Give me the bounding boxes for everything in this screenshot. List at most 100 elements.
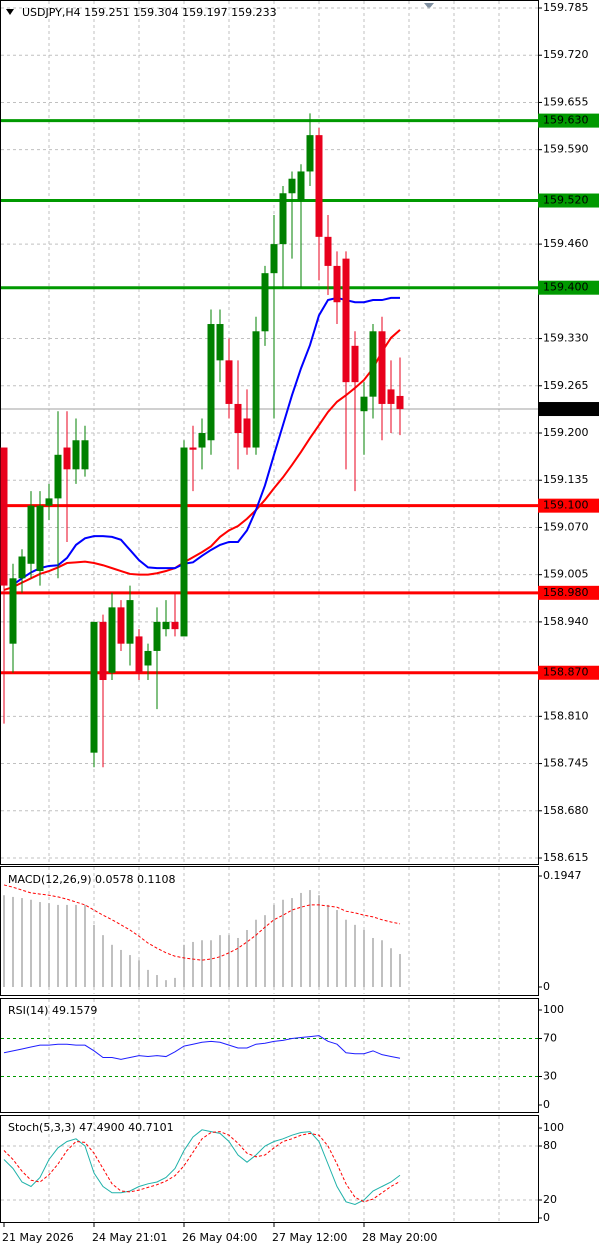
candle-body <box>72 440 80 470</box>
y-tick-label: 0.1947 <box>543 869 582 882</box>
x-tick-label: 28 May 20:00 <box>362 1231 437 1244</box>
histogram-bar <box>201 940 203 987</box>
candle-body <box>333 265 341 303</box>
y-tick-label: 159.655 <box>543 95 589 108</box>
candle-body <box>135 636 143 673</box>
candle-body <box>54 454 62 499</box>
histogram-bar <box>219 935 221 987</box>
candle-body <box>387 389 395 404</box>
histogram-bar <box>327 904 329 987</box>
candle-body <box>153 621 161 651</box>
y-tick-label: 100 <box>543 1003 564 1016</box>
candle-body <box>108 607 116 673</box>
x-tick-label: 26 May 04:00 <box>182 1231 257 1244</box>
x-tick-label: 27 May 12:00 <box>272 1231 347 1244</box>
histogram-bar <box>255 919 257 987</box>
menu-arrow <box>6 9 14 15</box>
histogram-bar <box>318 895 320 987</box>
candle-body <box>180 447 188 637</box>
histogram-bar <box>75 904 77 987</box>
candle-body <box>216 324 224 361</box>
level-box <box>538 193 599 208</box>
y-tick-label: 100 <box>543 1121 564 1134</box>
candle-body <box>396 395 404 410</box>
moving-average <box>3 329 401 591</box>
histogram-bar <box>228 935 230 987</box>
level-box <box>538 113 599 128</box>
histogram-bar <box>336 910 338 987</box>
y-tick-label: 158.615 <box>543 851 589 864</box>
histogram-bar <box>156 975 158 987</box>
candle-body <box>342 258 350 383</box>
histogram-bar <box>102 935 104 987</box>
y-tick-label: 0 <box>543 1098 550 1111</box>
histogram-bar <box>30 899 32 987</box>
histogram-bar <box>192 941 194 987</box>
candle-body <box>144 650 152 666</box>
candle-body <box>252 331 260 448</box>
candle-body <box>324 236 332 266</box>
level-box <box>538 665 599 680</box>
level-box <box>538 280 599 295</box>
y-tick-label: 159.005 <box>543 568 589 581</box>
indicator-line <box>3 1035 401 1060</box>
histogram-bar <box>363 929 365 987</box>
candle-body <box>0 447 8 586</box>
y-tick-label: 159.590 <box>543 143 589 156</box>
histogram-bar <box>174 977 176 987</box>
y-tick-label: 159.720 <box>543 48 589 61</box>
candle-body <box>27 505 35 564</box>
level-box <box>538 498 599 513</box>
candle-body <box>81 440 89 470</box>
histogram-bar <box>21 898 23 987</box>
candle-body <box>360 396 368 412</box>
histogram-bar <box>93 924 95 987</box>
histogram-bar <box>300 892 302 987</box>
candle-body <box>306 135 314 172</box>
histogram-bar <box>48 903 50 987</box>
histogram-bar <box>129 955 131 987</box>
candle-body <box>117 607 125 644</box>
indicator-title: Stoch(5,3,3) 47.4900 40.7101 <box>8 1121 174 1134</box>
y-tick-label: 0 <box>543 1211 550 1224</box>
candle-body <box>18 556 26 579</box>
histogram-bar <box>183 944 185 987</box>
candle-body <box>189 447 197 450</box>
level-label: 159.520 <box>543 194 589 207</box>
histogram-bar <box>282 899 284 987</box>
level-label: 159.630 <box>543 114 589 127</box>
y-tick-label: 158.745 <box>543 757 589 770</box>
candle-body <box>207 324 215 441</box>
histogram-bar <box>84 904 86 987</box>
candle-body <box>288 178 296 194</box>
histogram-bar <box>246 929 248 987</box>
y-tick-label: 159.070 <box>543 520 589 533</box>
histogram-bar <box>354 924 356 987</box>
histogram-bar <box>291 898 293 987</box>
y-tick-label: 159.200 <box>543 426 589 439</box>
candle-body <box>171 621 179 630</box>
histogram-bar <box>309 890 311 987</box>
candle-body <box>243 418 251 448</box>
candle-body <box>198 433 206 448</box>
histogram-bar <box>39 902 41 987</box>
signal-line <box>3 884 401 961</box>
histogram-bar <box>345 919 347 987</box>
chart-title: USDJPY,H4 159.251 159.304 159.197 159.23… <box>22 6 277 19</box>
level-label: 159.100 <box>543 499 589 512</box>
y-tick-label: 30 <box>543 1070 557 1083</box>
last-price-box <box>538 402 599 417</box>
y-tick-label: 159.785 <box>543 1 589 14</box>
histogram-bar <box>120 949 122 987</box>
candle-body <box>378 331 386 404</box>
x-tick-label: 21 May 2026 <box>2 1231 74 1244</box>
indicator-title: RSI(14) 49.1579 <box>8 1004 97 1017</box>
candle-body <box>9 578 17 644</box>
histogram-bar <box>399 954 401 987</box>
histogram-bar <box>372 937 374 987</box>
level-box <box>538 585 599 600</box>
candle-body <box>270 244 278 274</box>
y-tick-label: 20 <box>543 1193 557 1206</box>
histogram-bar <box>237 937 239 987</box>
candle-body <box>45 498 53 506</box>
